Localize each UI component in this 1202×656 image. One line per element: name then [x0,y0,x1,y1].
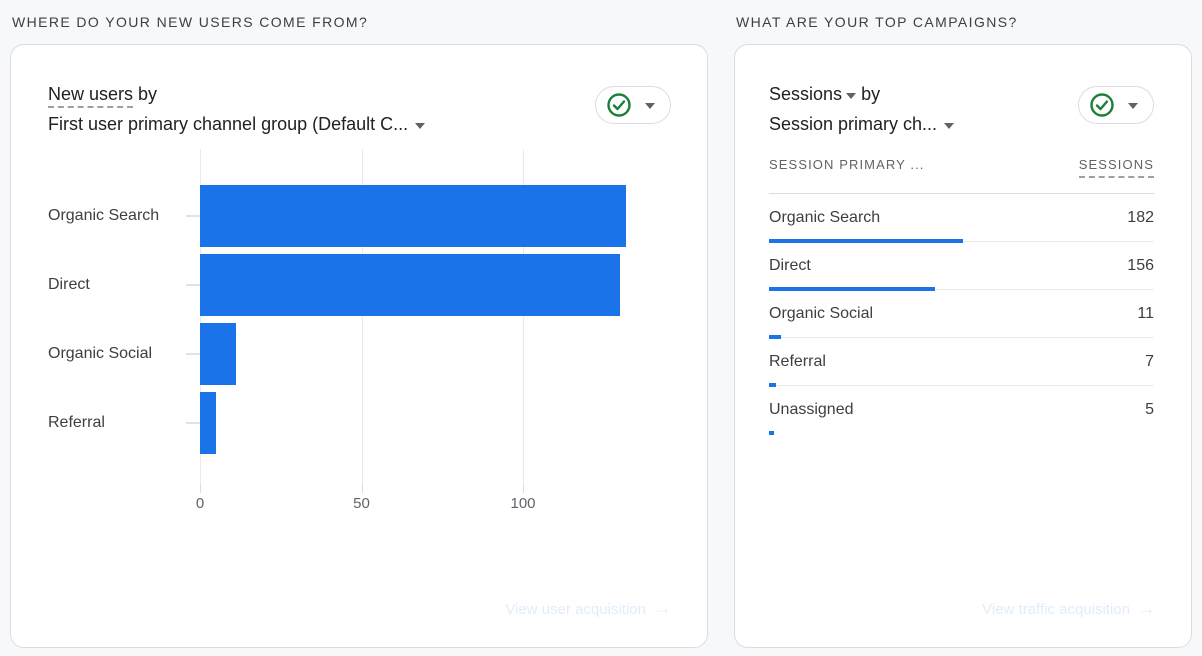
row-label: Referral [769,352,826,370]
row-mini-bar [769,239,964,243]
dimension-label: First user primary channel group (Defaul… [48,114,409,134]
chart-bar[interactable] [200,391,217,454]
dimension-label: Session primary ch... [769,114,938,134]
chevron-down-icon [645,103,655,109]
axis-tick-label: 50 [353,495,370,512]
row-label: Organic Social [769,304,874,322]
bar-row: Organic Search [48,181,671,250]
category-label: Organic Social [48,344,153,362]
row-value: 182 [1127,208,1154,226]
top-campaigns-section: WHAT ARE YOUR TOP CAMPAIGNS? Sessions by… [734,14,1192,648]
row-label: Unassigned [769,400,854,418]
card-header: Sessions by Session primary ch... [735,45,1191,139]
table-row: Unassigned 5 [769,386,1154,435]
row-value: 7 [1145,352,1154,370]
axis-tick [200,484,201,493]
category-tick [186,421,200,424]
chart-bar[interactable] [200,253,620,316]
section-title-new-users: WHERE DO YOUR NEW USERS COME FROM? [12,14,369,30]
row-value: 5 [1145,400,1154,418]
sessions-table: SESSION PRIMARY ... SESSIONS Organic Sea… [769,157,1154,435]
row-value: 11 [1137,304,1154,322]
footer-link-label: View user acquisition [505,600,646,618]
top-campaigns-card: Sessions by Session primary ch... [734,44,1192,648]
card-title: Sessions by Session primary ch... [769,79,955,139]
arrow-right-icon: → [1138,599,1155,618]
chevron-down-icon [846,93,857,100]
section-title-top-campaigns: WHAT ARE YOUR TOP CAMPAIGNS? [736,14,1018,30]
chevron-down-icon [1128,103,1138,109]
column-header-sessions[interactable]: SESSIONS [1078,157,1154,178]
bar-row: Organic Social [48,319,671,388]
new-users-bar-chart: Organic Search Direct Organic Social Referr… [48,149,671,520]
new-users-card: New users by First user primary channel … [10,44,708,648]
table-row: Direct 156 [769,242,1154,291]
category-label: Referral [48,413,105,431]
view-traffic-acquisition-link[interactable]: View traffic acquisition → [982,599,1155,619]
view-user-acquisition-link[interactable]: View user acquisition → [505,599,671,619]
category-tick [186,214,200,217]
card-header: New users by First user primary channel … [11,45,707,139]
by-label: by [138,84,158,104]
row-mini-bar [769,383,777,387]
chevron-down-icon [944,123,955,130]
dimension-selector[interactable]: First user primary channel group (Defaul… [48,109,426,139]
metric-line: New users by [48,79,425,109]
chart-bar[interactable] [200,184,627,247]
bar-row: Referral [48,388,671,457]
chart-bars: Organic Search Direct Organic Social Referr… [48,149,671,484]
new-users-section: WHERE DO YOUR NEW USERS COME FROM? New u… [10,14,708,648]
category-label: Organic Search [48,206,160,224]
table-header-row: SESSION PRIMARY ... SESSIONS [769,157,1154,193]
chart-bar[interactable] [200,322,236,385]
column-header-dimension: SESSION PRIMARY ... [769,157,925,172]
data-quality-button[interactable] [1078,86,1154,124]
row-value: 156 [1127,256,1154,274]
axis-tick [361,484,363,493]
table-row: Organic Search 182 [769,194,1154,243]
footer-link-label: View traffic acquisition [982,600,1130,618]
table-row: Organic Social 11 [769,290,1154,339]
metric-selector[interactable]: New users [48,84,134,108]
axis-tick [523,484,524,493]
row-mini-bar [769,431,775,435]
table-row: Referral 7 [769,338,1154,387]
row-mini-bar [769,287,936,291]
axis-tick-label: 0 [195,495,205,512]
table-header-divider [769,193,1154,194]
check-circle-icon [1090,93,1114,117]
data-quality-button[interactable] [595,86,671,124]
row-label: Organic Search [769,208,881,226]
table-body: Organic Search 182 Direct 156 Organic Social… [769,194,1154,435]
chart-x-axis: 0 50 100 [196,484,671,520]
by-label: by [861,84,881,104]
category-label: Direct [48,275,90,293]
row-label: Direct [769,256,811,274]
arrow-right-icon: → [654,599,671,618]
card-title: New users by First user primary channel … [48,79,426,139]
category-tick [186,283,200,286]
dimension-selector[interactable]: Session primary ch... [769,109,955,139]
metric-selector[interactable]: Sessions by [769,79,954,109]
chevron-down-icon [415,123,426,130]
metric-label: Sessions [769,84,843,104]
check-circle-icon [607,93,631,117]
category-tick [186,352,200,355]
row-mini-bar [769,335,781,339]
axis-tick-label: 100 [510,495,536,512]
bar-row: Direct [48,250,671,319]
